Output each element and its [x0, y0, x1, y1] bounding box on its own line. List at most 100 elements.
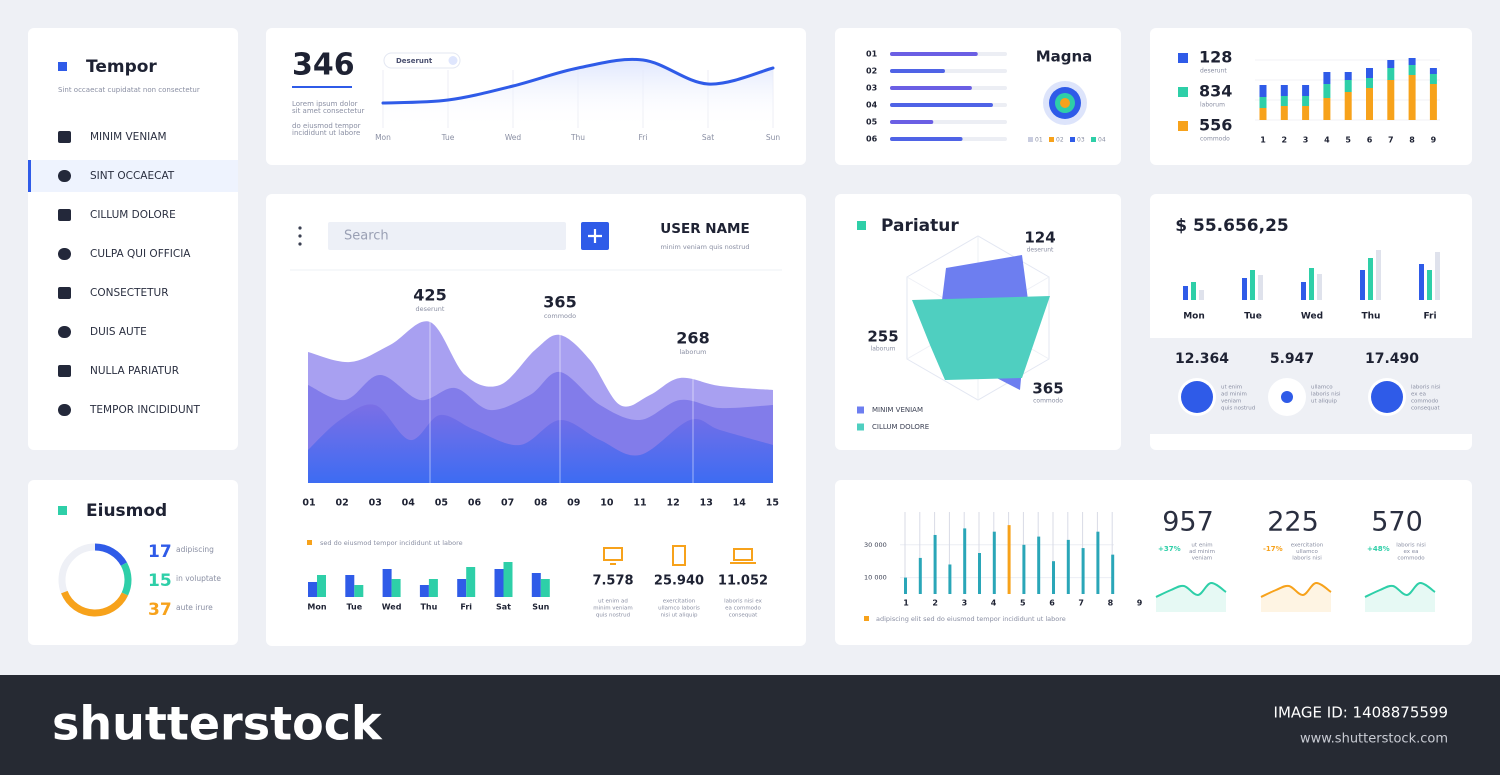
- stat-value: 834: [1199, 82, 1232, 101]
- x-label: 4: [1324, 136, 1330, 145]
- x-label: Sat: [702, 133, 714, 142]
- bar: [890, 120, 934, 124]
- description: incididunt ut labore: [292, 129, 360, 137]
- bar: [933, 534, 937, 594]
- bar: [1419, 264, 1424, 300]
- menu-item: DUIS AUTE: [90, 326, 147, 338]
- legend-text: 03: [1077, 137, 1085, 144]
- x-label: Fri: [1423, 312, 1436, 322]
- legend-marker: [1070, 137, 1075, 142]
- bar: [1250, 270, 1255, 300]
- bar-segment: [1280, 106, 1288, 120]
- bar: [1368, 258, 1373, 300]
- bar: [963, 528, 967, 594]
- stat-text: veniam: [1192, 556, 1212, 562]
- stat-text: veniam: [1221, 399, 1241, 405]
- peak-label: deserunt: [416, 305, 445, 313]
- device-text: ut enim ad: [598, 599, 628, 605]
- description: sit amet consectetur: [292, 107, 365, 115]
- bar: [918, 557, 922, 594]
- x-label: Tue: [346, 603, 362, 612]
- peak-value: 425: [413, 286, 446, 305]
- device-text: laboris nisi ex: [724, 599, 763, 605]
- bar-segment: [1302, 106, 1310, 120]
- bar: [1376, 250, 1381, 300]
- legend-marker: [864, 616, 869, 621]
- sparkline: [1364, 582, 1436, 598]
- stat-circle: [1181, 381, 1213, 413]
- stat-text: ut enim: [1191, 543, 1212, 549]
- y-tick-label: 10 000: [864, 574, 887, 582]
- stat-value: 15: [148, 571, 172, 591]
- menu-item: MINIM VENIAM: [90, 131, 167, 143]
- panel-title: Pariatur: [881, 216, 959, 236]
- point-label: commodo: [1033, 398, 1063, 405]
- bar-segment: [1323, 84, 1331, 98]
- menu-item: CILLUM DOLORE: [90, 209, 176, 221]
- stat-change: -17%: [1263, 545, 1283, 553]
- description: Lorem ipsum dolor: [292, 100, 358, 108]
- bar-segment: [1323, 72, 1331, 84]
- bar: [890, 103, 993, 107]
- footer-url: www.shutterstock.com: [1300, 732, 1448, 747]
- line: [381, 57, 775, 105]
- stat-text: ullamco: [1311, 385, 1333, 391]
- bar: [1037, 536, 1041, 594]
- menu-item: SINT OCCAECAT: [90, 170, 175, 182]
- x-label: Fri: [639, 133, 648, 142]
- stat-label: commodo: [1200, 136, 1230, 143]
- x-label: Sun: [766, 133, 781, 142]
- x-label: Sat: [496, 603, 511, 612]
- bar: [428, 579, 438, 597]
- bar: [1360, 270, 1365, 300]
- legend-text: 04: [1098, 137, 1106, 144]
- stat-value: 225: [1267, 507, 1319, 538]
- stat-value: 12.364: [1175, 351, 1229, 367]
- point-label: deserunt: [1027, 247, 1054, 254]
- device-icon: [672, 545, 686, 566]
- menu-dot: [298, 234, 302, 238]
- bar: [345, 575, 355, 597]
- legend-text: MINIM VENIAM: [872, 406, 923, 414]
- bar-segment: [1280, 96, 1288, 106]
- stat-circle: [1281, 391, 1293, 403]
- target-ring: [1060, 98, 1070, 108]
- title-marker: [58, 506, 67, 515]
- radar-shape: [912, 296, 1050, 380]
- bar: [308, 582, 317, 597]
- bar-segment: [1366, 68, 1373, 78]
- x-label: 05: [435, 498, 448, 509]
- x-label: Thu: [570, 133, 585, 142]
- footer: [0, 675, 1500, 775]
- search-box: [328, 222, 566, 250]
- bar-segment: [1387, 60, 1395, 68]
- bar-segment: [1429, 84, 1437, 120]
- device-text: ea commodo: [725, 606, 761, 612]
- line-area: [383, 59, 773, 128]
- underline: [292, 86, 352, 88]
- bar: [1242, 278, 1247, 300]
- row-label: 04: [866, 101, 878, 110]
- search-placeholder: Search: [344, 229, 389, 244]
- x-label: Sun: [532, 603, 549, 612]
- stat-text: laboris nisi: [1311, 392, 1341, 398]
- sidebar-title: Tempor: [86, 57, 157, 77]
- bar: [890, 137, 963, 141]
- bar: [890, 86, 972, 90]
- x-label: 10: [600, 498, 614, 509]
- x-label: 06: [468, 498, 482, 509]
- stat-text: ut enim: [1221, 385, 1242, 391]
- donut-segment: [61, 590, 129, 617]
- x-label: 14: [733, 498, 747, 509]
- bar: [1317, 274, 1322, 300]
- stat-text: laboris nisi: [1396, 543, 1426, 549]
- bar: [1301, 282, 1306, 300]
- x-label: 13: [700, 498, 713, 509]
- stat-value: 128: [1199, 48, 1232, 67]
- active-item-bar: [28, 160, 31, 192]
- x-label: Mon: [375, 133, 391, 142]
- bar: [317, 575, 326, 597]
- bar-segment: [1387, 68, 1395, 80]
- bar: [1183, 286, 1188, 300]
- footer-image-id: IMAGE ID: 1408875599: [1274, 704, 1448, 722]
